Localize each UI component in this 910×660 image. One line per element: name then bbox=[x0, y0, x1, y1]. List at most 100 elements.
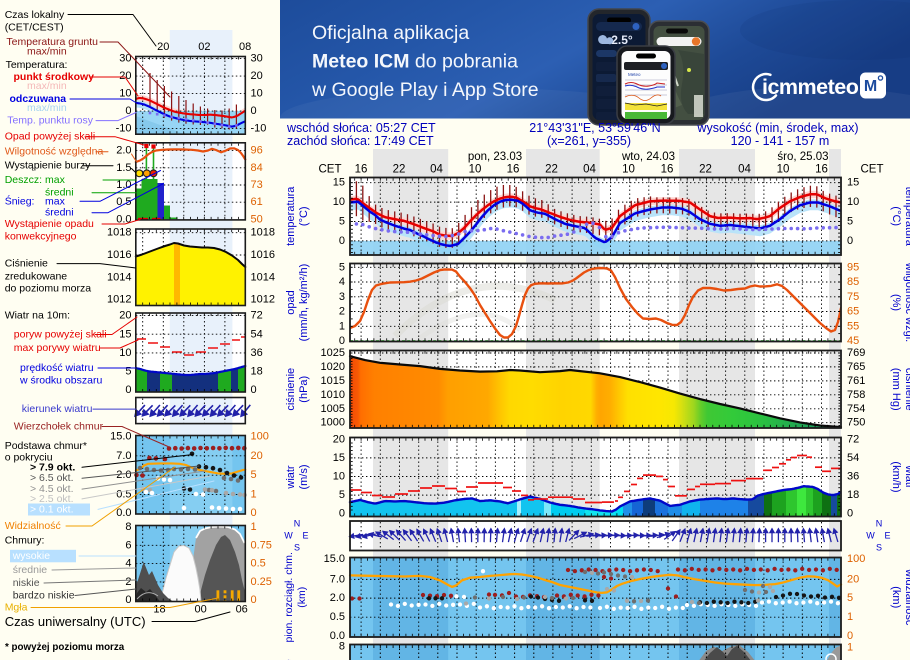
svg-text:20: 20 bbox=[847, 573, 859, 585]
svg-text:Meteo ICM do pobrania: Meteo ICM do pobrania bbox=[312, 51, 518, 73]
svg-text:0.0: 0.0 bbox=[116, 213, 131, 225]
svg-text:20: 20 bbox=[251, 450, 263, 462]
svg-text:CET: CET bbox=[319, 164, 342, 176]
svg-text:16: 16 bbox=[661, 164, 674, 176]
svg-text:(x=261, y=355): (x=261, y=355) bbox=[547, 134, 631, 148]
svg-text:0.5: 0.5 bbox=[330, 611, 345, 623]
svg-text:Mgła: Mgła bbox=[5, 602, 28, 614]
svg-text:temperatura: temperatura bbox=[285, 186, 297, 246]
svg-text:wto, 24.03: wto, 24.03 bbox=[621, 151, 675, 163]
svg-text:08: 08 bbox=[239, 41, 251, 53]
svg-text:Wystąpienie opadu: Wystąpienie opadu bbox=[5, 218, 94, 230]
svg-text:765: 765 bbox=[847, 361, 865, 373]
svg-text:21°43'31"E, 53°59'46"N: 21°43'31"E, 53°59'46"N bbox=[529, 121, 660, 135]
svg-text:10: 10 bbox=[119, 88, 131, 100]
svg-text:E: E bbox=[884, 531, 890, 541]
svg-text:bardzo niskie: bardzo niskie bbox=[13, 590, 75, 602]
svg-text:Temperatura:: Temperatura: bbox=[6, 59, 68, 71]
svg-text:1000: 1000 bbox=[321, 417, 345, 429]
svg-text:22: 22 bbox=[393, 164, 406, 176]
svg-text:W: W bbox=[866, 531, 875, 541]
svg-text:zredukowane: zredukowane bbox=[5, 270, 68, 282]
svg-text:wilgotność wzgl.: wilgotność wzgl. bbox=[903, 262, 910, 342]
svg-text:temperatura: temperatura bbox=[903, 187, 910, 247]
svg-text:22: 22 bbox=[699, 164, 712, 176]
svg-text:widzialność: widzialność bbox=[903, 568, 910, 626]
svg-text:84: 84 bbox=[251, 162, 263, 174]
svg-text:54: 54 bbox=[847, 452, 859, 464]
svg-text:Śnieg:: Śnieg: bbox=[5, 194, 35, 207]
svg-text:1014: 1014 bbox=[107, 271, 131, 283]
svg-text:95: 95 bbox=[847, 261, 859, 273]
svg-text:0: 0 bbox=[125, 384, 131, 396]
svg-text:1018: 1018 bbox=[107, 227, 131, 239]
svg-text:1.0: 1.0 bbox=[116, 179, 131, 191]
svg-text:> 4.5 okt.: > 4.5 okt. bbox=[30, 483, 74, 495]
svg-text:761: 761 bbox=[847, 375, 865, 387]
svg-text:45: 45 bbox=[847, 335, 859, 347]
svg-text:1: 1 bbox=[847, 642, 853, 654]
svg-text:ciśnienie: ciśnienie bbox=[285, 368, 297, 411]
svg-text:wysokie: wysokie bbox=[12, 550, 51, 562]
svg-text:20: 20 bbox=[119, 310, 131, 322]
svg-text:W: W bbox=[284, 531, 293, 541]
svg-text:2.0: 2.0 bbox=[116, 145, 131, 157]
svg-text:1020: 1020 bbox=[321, 361, 345, 373]
svg-text:18: 18 bbox=[153, 604, 165, 616]
svg-text:15: 15 bbox=[333, 452, 345, 464]
svg-text:61: 61 bbox=[251, 196, 263, 208]
svg-text:punkt środkowy: punkt środkowy bbox=[14, 71, 95, 83]
svg-text:8: 8 bbox=[339, 641, 345, 653]
svg-text:max: max bbox=[45, 174, 66, 186]
svg-text:0.0: 0.0 bbox=[116, 507, 131, 519]
svg-text:odczuwana: odczuwana bbox=[10, 93, 67, 105]
svg-text:5: 5 bbox=[847, 216, 853, 228]
svg-text:22: 22 bbox=[545, 164, 558, 176]
svg-text:> 2.5 okt.: > 2.5 okt. bbox=[30, 493, 74, 505]
svg-text:max porywy wiatru: max porywy wiatru bbox=[14, 342, 101, 354]
svg-text:opad: opad bbox=[285, 290, 297, 314]
svg-text:16: 16 bbox=[507, 164, 520, 176]
svg-text:3: 3 bbox=[339, 291, 345, 303]
svg-text:120 - 141 - 157 m: 120 - 141 - 157 m bbox=[731, 134, 830, 148]
svg-text:1010: 1010 bbox=[321, 389, 345, 401]
svg-text:Temp. punktu rosy: Temp. punktu rosy bbox=[7, 115, 94, 127]
svg-text:w środku obszaru: w środku obszaru bbox=[19, 375, 102, 387]
svg-text:10: 10 bbox=[333, 471, 345, 483]
svg-text:0: 0 bbox=[125, 105, 131, 117]
svg-text:2.0: 2.0 bbox=[116, 469, 131, 481]
svg-text:10: 10 bbox=[333, 196, 345, 208]
svg-text:5: 5 bbox=[339, 489, 345, 501]
svg-text:0: 0 bbox=[339, 508, 345, 520]
svg-text:o pokryciu: o pokryciu bbox=[5, 452, 53, 464]
svg-text:Widzialność: Widzialność bbox=[5, 520, 61, 532]
svg-text:(m/s): (m/s) bbox=[298, 464, 310, 489]
svg-text:max: max bbox=[45, 195, 66, 207]
svg-text:10: 10 bbox=[119, 347, 131, 359]
svg-text:(mm Hg): (mm Hg) bbox=[890, 368, 902, 411]
svg-text:55: 55 bbox=[847, 320, 859, 332]
svg-text:0: 0 bbox=[339, 335, 345, 347]
svg-text:do poziomu morza: do poziomu morza bbox=[5, 282, 92, 294]
svg-text:2.0: 2.0 bbox=[330, 592, 345, 604]
svg-text:> 6.5 okt.: > 6.5 okt. bbox=[30, 472, 74, 484]
svg-text:10: 10 bbox=[251, 88, 263, 100]
svg-text:73: 73 bbox=[251, 179, 263, 191]
svg-text:1014: 1014 bbox=[251, 271, 275, 283]
svg-text:wschód słońca: 05:27 CET: wschód słońca: 05:27 CET bbox=[286, 121, 436, 135]
svg-text:04: 04 bbox=[583, 164, 596, 176]
svg-text:Deszcz:: Deszcz: bbox=[5, 174, 42, 186]
svg-text:30: 30 bbox=[251, 53, 263, 65]
svg-text:śro, 25.03: śro, 25.03 bbox=[777, 151, 828, 163]
svg-text:1016: 1016 bbox=[251, 249, 275, 261]
svg-text:Wierzchołek chmur: Wierzchołek chmur bbox=[14, 421, 104, 433]
svg-text:Chmury:: Chmury: bbox=[5, 535, 45, 547]
svg-text:100: 100 bbox=[251, 430, 269, 442]
svg-text:1018: 1018 bbox=[251, 227, 275, 239]
svg-text:06: 06 bbox=[236, 604, 248, 616]
svg-text:konwekcyjnego: konwekcyjnego bbox=[5, 231, 77, 243]
svg-text:(hPa): (hPa) bbox=[298, 376, 310, 403]
svg-text:4: 4 bbox=[339, 276, 345, 288]
svg-text:ciśnienie: ciśnienie bbox=[903, 368, 910, 411]
svg-text:1: 1 bbox=[251, 489, 257, 501]
